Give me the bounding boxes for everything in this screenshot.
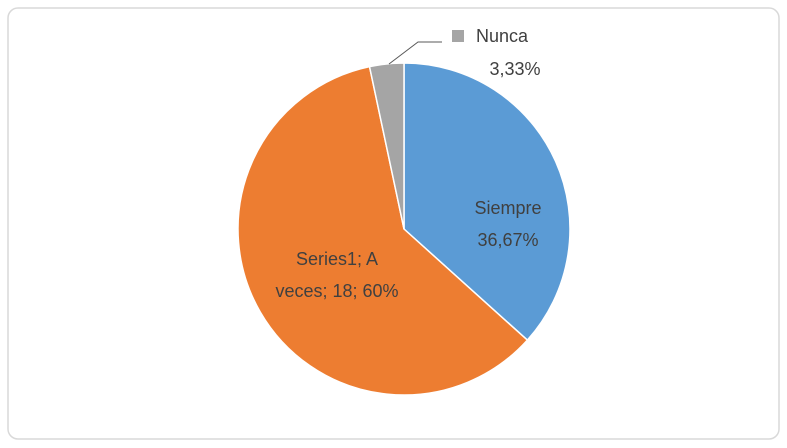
label-part: 18 <box>332 281 353 301</box>
label-part: Series1 <box>295 249 357 269</box>
label-part: ; <box>352 281 363 301</box>
leader-line <box>388 41 442 65</box>
category-label: Siempre <box>474 198 541 218</box>
pie-slice <box>368 62 405 230</box>
data-label: Series1; A veces; 18; 60% <box>272 243 402 307</box>
label-part: A veces <box>275 249 379 301</box>
label-part: ; <box>357 249 367 269</box>
pie-slice <box>403 62 571 342</box>
label-part: ; <box>322 281 333 301</box>
data-label: 3,33% <box>489 59 540 79</box>
pie-slice <box>237 65 529 396</box>
data-label: 36,67% <box>477 230 538 250</box>
category-label: Nunca <box>476 26 529 46</box>
label-part: 60% <box>362 281 399 301</box>
legend-swatch <box>452 30 464 42</box>
